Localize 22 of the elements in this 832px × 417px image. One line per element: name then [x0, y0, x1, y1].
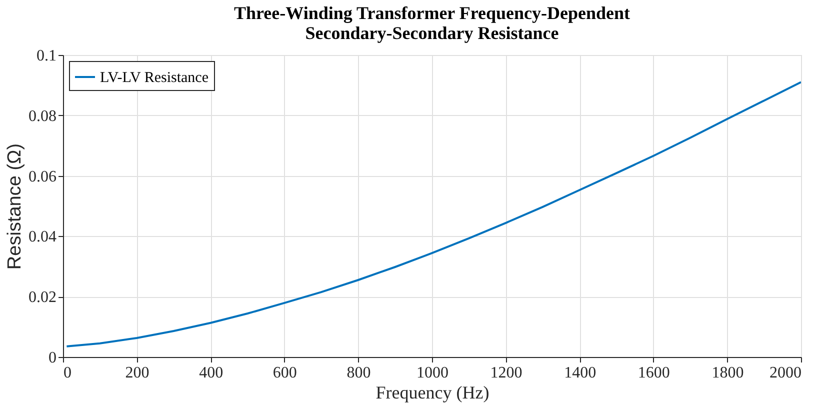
y-tick-label: 0.02 [28, 289, 56, 306]
x-tick-label: 600 [272, 364, 297, 382]
y-tick-label: 0.06 [28, 168, 56, 186]
x-tick-label: 400 [199, 364, 224, 382]
y-axis-title: Resistance (Ω) [4, 143, 26, 270]
x-tick-label: 1200 [490, 364, 522, 382]
x-tick-label: 200 [125, 364, 150, 382]
y-tick-label: 0 [48, 350, 56, 366]
legend-label: LV-LV Resistance [100, 70, 209, 86]
x-axis-title: Frequency (Hz) [376, 382, 490, 402]
x-tick-label: 1000 [416, 364, 448, 382]
x-tick-label: 1800 [712, 364, 744, 382]
y-tick-label: 0.04 [28, 228, 56, 246]
y-tick-label: 0.1 [36, 48, 56, 64]
x-tick-label: 2000 [770, 364, 802, 382]
x-tick-label: 0 [64, 364, 72, 382]
chart-title: Three-Winding Transformer Frequency-Dependent Secondary-Secondary Resistance [234, 3, 630, 43]
line-series [66, 81, 801, 348]
x-tick-label: 1600 [638, 364, 670, 382]
x-tick-label: 800 [346, 364, 371, 382]
x-tick-label: 1400 [564, 364, 596, 382]
y-tick-label: 0.08 [28, 108, 56, 125]
